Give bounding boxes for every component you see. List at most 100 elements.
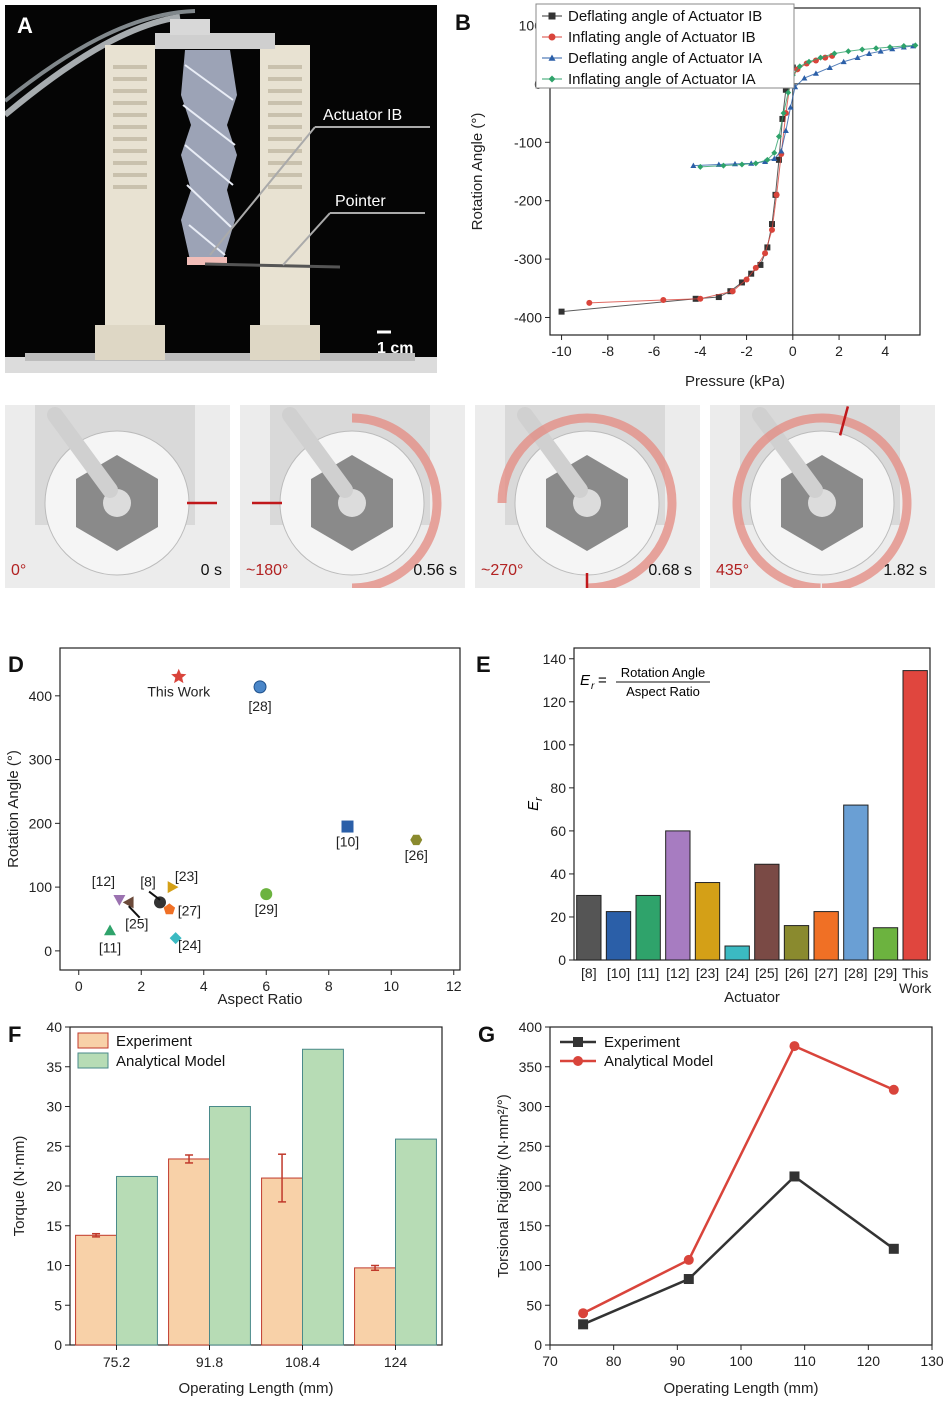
y-tick-label: 5 [54,1297,62,1313]
data-point [683,1274,694,1285]
scatter-point [122,896,134,909]
chart-e: 0 20 40 60 80 100 120 140 [8] [10] [11] [12] [23] [24… [525,647,932,1006]
formula-numerator: Rotation Angle [621,665,706,680]
data-point [900,42,907,49]
scatter-point [154,896,166,909]
data-point [771,149,778,156]
point-label: [12] [92,873,115,889]
category-label: [25] [755,965,778,981]
data-point [729,288,736,295]
y-tick-label: 10 [46,1258,62,1274]
data-point [789,1171,800,1182]
data-point [826,64,833,70]
y-tick-label: -100 [514,134,542,150]
y-tick-label: -400 [514,309,542,325]
data-point [877,48,884,54]
data-point [578,1319,589,1330]
y-axis-title: Torque (N·mm) [11,1136,28,1237]
category-label: [8] [581,965,597,981]
data-point [912,42,919,49]
bar [783,925,810,961]
rotation-frames: 0° 0 s ~180° 0.56 s ~270° 0.68 s 435° 1.82 s [0,405,950,590]
data-point [782,127,789,134]
data-point [778,148,785,154]
y-tick-label: 0 [44,943,52,959]
category-label: 75.2 [103,1354,130,1370]
series-line [589,55,833,304]
data-point [859,46,866,53]
series-line [582,1044,895,1315]
point-label: [10] [336,834,359,850]
data-point [586,299,593,306]
y-tick-label: 400 [519,1019,543,1035]
bar [168,1158,210,1346]
point-label: [27] [178,902,201,918]
time-label: 1.82 s [883,562,927,579]
data-point [715,294,722,301]
y-tick-label: 50 [526,1297,542,1313]
x-tick-label: 4 [881,343,889,359]
formula-subscript: r [591,681,595,692]
data-point [738,161,745,168]
annotation-arrow [128,905,141,919]
bar [302,1048,344,1346]
plot-frame [549,1026,933,1346]
tube [47,407,118,498]
legend-marker [548,75,556,83]
tube [282,407,353,498]
data-point [886,44,893,51]
x-tick-label: -4 [694,343,707,359]
x-axis-title: Aspect Ratio [217,991,302,1008]
y-tick-label: 400 [29,688,53,704]
bar [843,804,869,961]
data-point [775,156,782,163]
legend-marker [548,54,556,61]
data-point [738,279,745,286]
data-point [752,264,759,271]
data-point [789,1041,800,1052]
scale-bar-label: 1 cm [377,340,414,357]
y-tick-label: 20 [46,1178,62,1194]
x-tick-label: 90 [670,1353,686,1369]
data-point [720,162,727,169]
formula-lhs: E [580,672,591,689]
category-label: [28] [844,965,867,981]
data-point [769,221,775,228]
rotation-arc [732,413,912,588]
data-point [683,1254,694,1265]
legend-label: Experiment [604,1034,681,1051]
category-label: [12] [666,965,689,981]
category-label: [24] [725,965,748,981]
y-tick-label: 0 [558,952,566,968]
series-line [561,67,794,313]
legend-swatch [77,1032,109,1049]
rotation-arc [497,413,677,588]
y-axis-title: Rotation Angle (°) [469,113,486,231]
data-point [831,50,838,57]
data-point [873,45,880,52]
y-axis-subscript: r [533,796,545,801]
bar [261,1177,303,1346]
data-point [762,250,769,257]
bar [635,894,661,961]
data-point [801,75,808,81]
data-point [748,160,755,166]
data-point [771,155,778,162]
x-tick-label: 100 [729,1353,753,1369]
data-point [578,1308,589,1319]
plot-frame [59,647,461,971]
formula-denominator: Aspect Ratio [626,684,700,699]
x-tick-label: 4 [200,978,208,994]
frame-image [240,405,465,588]
category-label: This [902,965,928,981]
scatter-point [260,888,273,901]
y-tick-label: 100 [543,737,567,753]
data-point [787,104,794,110]
data-point [782,86,789,93]
legend-label: Deflating angle of Actuator IB [568,8,762,25]
x-tick-label: 6 [262,978,270,994]
legend-label: Analytical Model [116,1053,225,1070]
y-tick-label: 100 [29,879,53,895]
bar [605,911,632,961]
